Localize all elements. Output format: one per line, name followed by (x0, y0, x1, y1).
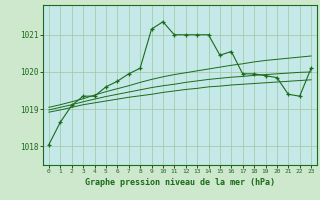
X-axis label: Graphe pression niveau de la mer (hPa): Graphe pression niveau de la mer (hPa) (85, 178, 275, 187)
